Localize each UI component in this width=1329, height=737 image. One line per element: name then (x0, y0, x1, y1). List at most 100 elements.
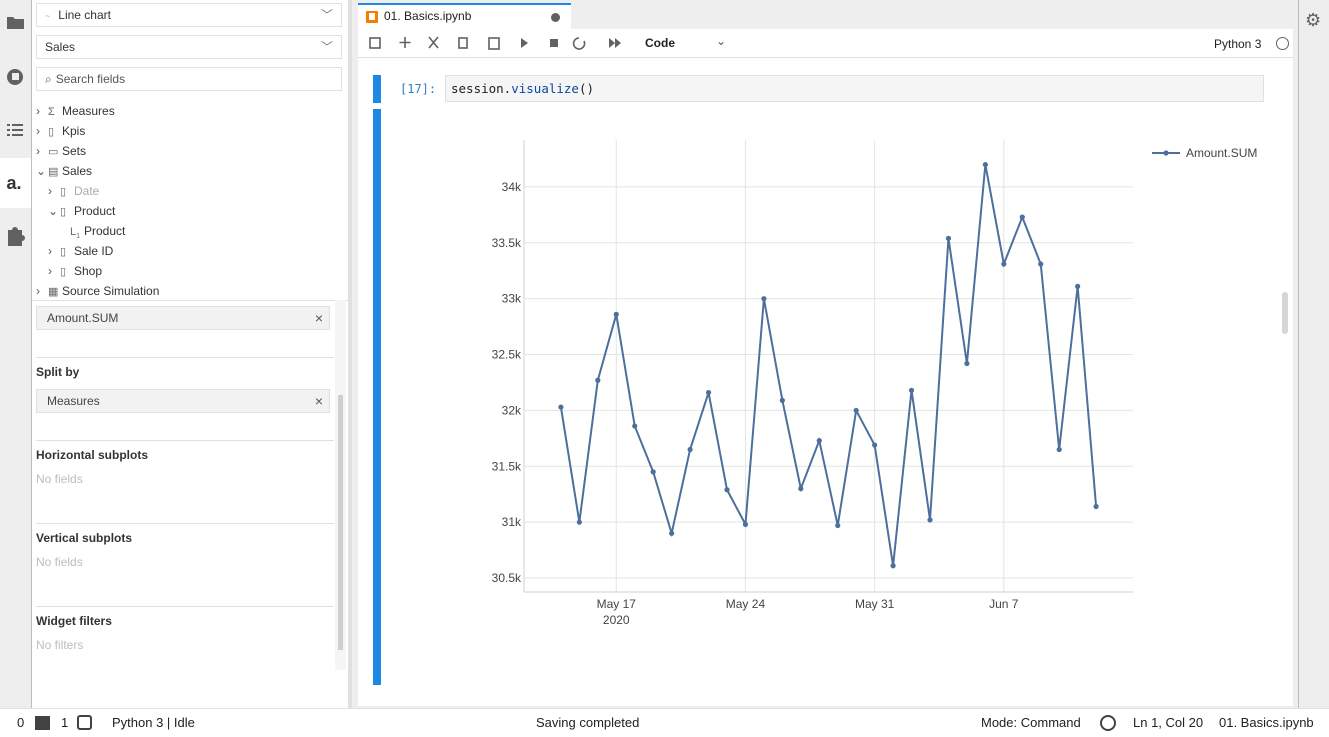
search-placeholder: Search fields (55, 72, 126, 86)
values-chip[interactable]: Amount.SUM × (36, 306, 330, 330)
tree-label: Shop (74, 264, 103, 278)
mode-indicator[interactable]: Mode: Command (981, 715, 1081, 730)
legend-swatch-dot (1163, 150, 1169, 156)
terminal-icon (35, 716, 50, 730)
kernel-status[interactable]: Python 3 | Idle (112, 715, 195, 730)
save-button[interactable] (369, 37, 381, 49)
y-tick-label: 31.5k (492, 459, 522, 473)
trust-icon (1100, 715, 1116, 731)
data-point (1001, 261, 1007, 267)
scrollbar[interactable] (1282, 292, 1288, 334)
terminal-count[interactable]: 0 (17, 715, 25, 730)
empty-text: No filters (36, 638, 84, 652)
output-collapser[interactable] (373, 109, 381, 685)
chip-label: Measures (47, 394, 100, 408)
chart-type: Line chart (58, 8, 111, 22)
widget-sidebar: ~ Line chart ﹀ Sales ﹀ ⌕ Search fields › Σ Mea… (32, 0, 348, 708)
tree-item[interactable]: › ▯ Kpis (36, 124, 86, 138)
tree-label: Kpis (62, 124, 86, 138)
y-tick-label: 31k (502, 515, 522, 529)
data-point (1056, 446, 1062, 453)
code-text: visualize (511, 81, 579, 96)
kernel-name[interactable]: Python 3 (1214, 37, 1262, 51)
kernel-icon (77, 715, 92, 730)
y-tick-label: 34k (502, 180, 522, 194)
cell-prompt: [17]: (400, 82, 437, 96)
chart-type-dropdown[interactable]: ~ Line chart ﹀ (36, 3, 342, 27)
tree-item[interactable]: L1 Product (70, 224, 126, 241)
tree-item[interactable]: › Σ Measures (36, 104, 115, 118)
status-message: Saving completed (536, 715, 640, 730)
code-editor[interactable]: session.visualize() (445, 75, 1264, 102)
y-tick-label: 33.5k (492, 236, 522, 250)
data-point (890, 563, 896, 569)
data-point (576, 519, 582, 525)
data-point (687, 446, 693, 453)
files-icon[interactable] (7, 17, 24, 29)
code-text: session. (451, 81, 512, 96)
extensions-icon[interactable] (8, 227, 25, 246)
x-tick-label: May 24 (726, 597, 766, 611)
section-title: Horizontal subplots (36, 448, 148, 462)
kernel-count[interactable]: 1 (61, 715, 69, 730)
code-text: () (578, 81, 595, 96)
chart: 30.5k 31k 31.5k 32k 32.5k 33k 33.5k 34k May 17 20… (492, 140, 1257, 627)
splitter[interactable] (348, 0, 352, 708)
notebook-tab[interactable]: 01. Basics.ipynb (358, 3, 571, 29)
tree-label: Sales (62, 164, 93, 178)
restart-button[interactable] (572, 37, 586, 50)
tree-item[interactable]: ⌄ ▤ Sales (36, 164, 93, 178)
cursor-position[interactable]: Ln 1, Col 20 (1133, 715, 1204, 730)
search-box[interactable]: ⌕ Search fields (36, 67, 342, 91)
data-point (742, 521, 749, 527)
split-chip[interactable]: Measures × (36, 389, 330, 413)
data-point (945, 235, 952, 241)
notebook-toolbar: Code ⌄ Python 3 (358, 29, 1293, 58)
section-title: Widget filters (36, 614, 112, 628)
tree-item[interactable]: › ▭ Sets (36, 144, 87, 158)
data-point (613, 311, 619, 317)
empty-text: No fields (36, 555, 83, 569)
paste-button[interactable] (488, 37, 500, 50)
data-point (853, 407, 859, 414)
cut-button[interactable] (428, 36, 439, 49)
y-tick-label: 33k (502, 292, 522, 306)
data-point (650, 469, 656, 475)
tree-label: Product (74, 204, 116, 218)
property-inspector-icon[interactable]: ⚙ (1305, 10, 1322, 30)
tree-label: Sets (62, 144, 87, 158)
empty-text: No fields (36, 472, 83, 486)
tree-item[interactable]: › ▦ Source Simulation (36, 284, 160, 298)
scrollbar[interactable] (335, 300, 346, 670)
data-point (835, 522, 841, 529)
run-button[interactable] (521, 38, 528, 48)
x-tick-label: May 31 (855, 597, 895, 611)
tree-label: Date (74, 184, 100, 198)
tree-item[interactable]: ⌄ ▯ Product (48, 204, 116, 218)
data-point (558, 404, 564, 410)
cell-type-dropdown[interactable]: Code (645, 36, 675, 50)
status-bar: 0 1 Python 3 | Idle Saving completed Mod… (0, 708, 1329, 737)
data-point (872, 442, 878, 448)
atoti-icon[interactable]: a. (6, 173, 21, 193)
data-point (779, 397, 785, 403)
tree-label: Product (84, 224, 126, 238)
legend-label: Amount.SUM (1186, 146, 1257, 160)
cell-collapser[interactable] (373, 75, 381, 103)
data-point (982, 161, 988, 168)
x-tick-label: May 17 (597, 597, 637, 611)
chip-label: Amount.SUM (47, 311, 119, 325)
toc-icon[interactable] (7, 124, 23, 136)
cube-dropdown[interactable]: Sales ﹀ (36, 35, 342, 59)
data-point (927, 517, 933, 523)
run-all-button[interactable] (609, 38, 621, 48)
data-point (724, 487, 730, 493)
insert-button[interactable] (399, 37, 411, 48)
tree-item[interactable]: › ▯ Date (48, 184, 100, 198)
activity-bar: a. (0, 0, 32, 708)
tree-item[interactable]: › ▯ Shop (48, 264, 103, 278)
tree-item[interactable]: › ▯ Sale ID (48, 244, 114, 258)
copy-button[interactable] (458, 37, 468, 49)
stop-button[interactable] (550, 39, 558, 47)
data-point (632, 423, 638, 429)
